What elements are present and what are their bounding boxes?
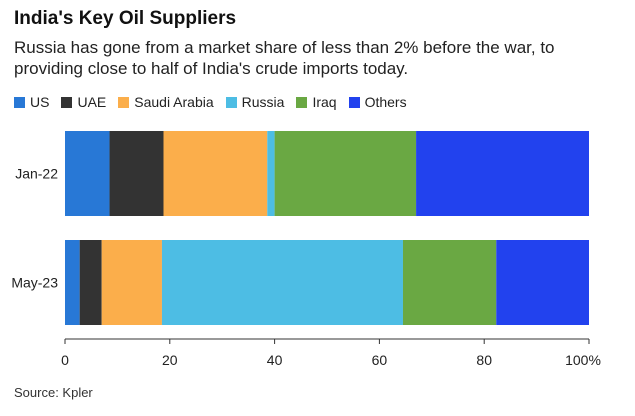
- legend-item-russia: Russia: [225, 94, 285, 110]
- legend-swatch-us: [14, 96, 25, 108]
- x-tick-label-4: 80: [476, 352, 492, 368]
- bar-jan-22-russia: [267, 131, 275, 216]
- bar-may-23-russia: [161, 240, 403, 325]
- chart-legend: US UAE Saudi Arabia Russia Iraq Others: [14, 94, 419, 110]
- x-tick-label-3: 60: [372, 352, 388, 368]
- bar-may-23-iraq: [402, 240, 497, 325]
- legend-label-iraq: Iraq: [312, 94, 337, 110]
- x-tick-label-0: 0: [61, 352, 69, 368]
- bar-jan-22-saudi-arabia: [163, 131, 268, 216]
- legend-item-iraq: Iraq: [296, 94, 337, 110]
- bar-jan-22-others: [416, 131, 589, 216]
- legend-swatch-uae: [61, 96, 73, 108]
- chart-title: India's Key Oil Suppliers: [14, 8, 237, 29]
- bar-jan-22-uae: [109, 131, 164, 216]
- category-label-may-23: May-23: [11, 275, 58, 291]
- legend-item-saudi-arabia: Saudi Arabia: [118, 94, 214, 110]
- legend-item-others: Others: [348, 94, 407, 110]
- chart-subtitle: Russia has gone from a market share of l…: [14, 38, 555, 78]
- bar-may-23-us: [65, 240, 80, 325]
- bar-may-23-saudi-arabia: [101, 240, 162, 325]
- legend-label-russia: Russia: [241, 94, 285, 110]
- source-note: Source: Kpler: [14, 385, 93, 400]
- legend-label-saudi-arabia: Saudi Arabia: [134, 94, 214, 110]
- category-label-jan-22: Jan-22: [15, 166, 58, 182]
- bar-may-23-uae: [79, 240, 102, 325]
- legend-swatch-saudi-arabia: [118, 96, 130, 108]
- bar-jan-22-us: [65, 131, 110, 216]
- legend-swatch-others: [348, 96, 360, 108]
- bar-jan-22-iraq: [274, 131, 417, 216]
- bar-may-23-others: [496, 240, 589, 325]
- x-tick-label-1: 20: [162, 352, 178, 368]
- x-tick-label-5: 100%: [565, 352, 601, 368]
- x-tick-label-2: 40: [267, 352, 283, 368]
- legend-item-us: US: [14, 94, 49, 110]
- legend-label-others: Others: [364, 94, 407, 110]
- legend-label-uae: UAE: [77, 94, 107, 110]
- legend-swatch-iraq: [296, 96, 308, 108]
- legend-swatch-russia: [225, 96, 237, 108]
- legend-label-us: US: [30, 94, 50, 110]
- legend-item-uae: UAE: [61, 94, 106, 110]
